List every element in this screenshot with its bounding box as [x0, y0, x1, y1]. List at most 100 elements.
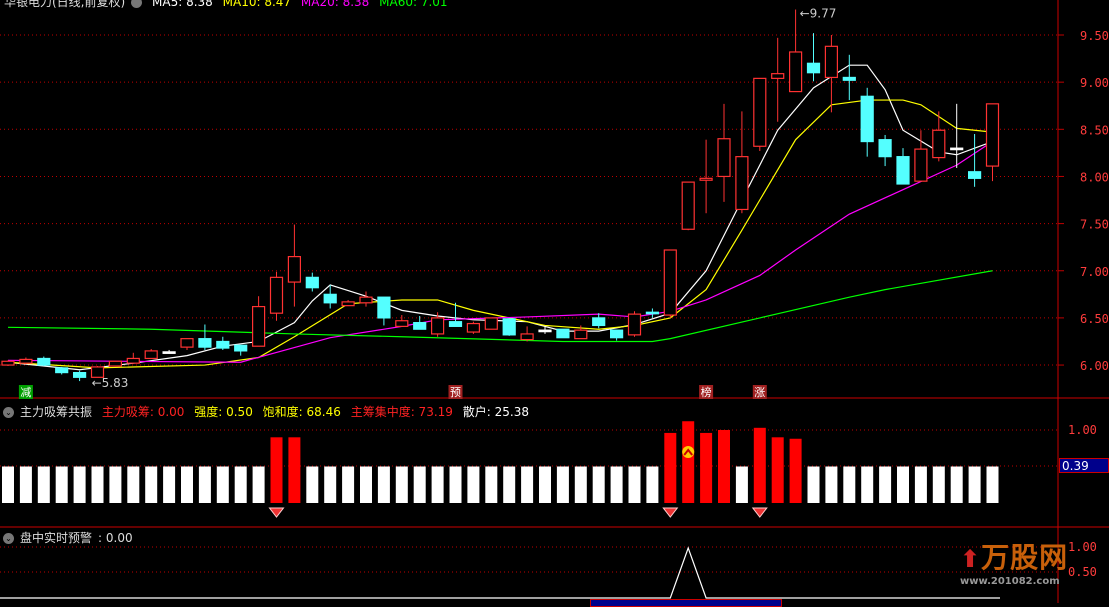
- candle: [1, 360, 15, 366]
- ma60-line: [7, 270, 993, 343]
- signal-marker: [752, 385, 767, 399]
- indicator-bar: [718, 430, 730, 503]
- candle: [914, 148, 928, 182]
- indicator-bar: [270, 437, 283, 503]
- gem-icon: [662, 507, 679, 518]
- ma10-line: [7, 99, 993, 369]
- candle: [269, 276, 284, 314]
- price-tick-label: 8.00: [1080, 170, 1109, 184]
- indicator-bar: [234, 466, 247, 503]
- indicator-bar: [646, 466, 659, 503]
- panel2-header: ⌄ 盘中实时预警: 0.00: [3, 529, 139, 546]
- panel1-axis-1: 1.00: [1068, 423, 1097, 437]
- candle: [72, 371, 87, 378]
- panel1-header: ⌄ 主力吸筹共振 主力吸筹: 0.00 强度: 0.50 饱和度: 68.46 主…: [3, 403, 535, 420]
- indicator-bar: [377, 466, 390, 503]
- candle: [126, 357, 140, 364]
- status-box: [590, 599, 782, 607]
- ma20-label: MA20: 8.38: [300, 0, 370, 9]
- candle: [967, 171, 982, 179]
- candle: [574, 329, 588, 340]
- indicator-bar: [556, 466, 569, 503]
- signal-marker-label: 涨: [754, 386, 765, 399]
- up-arrow-glyph: [683, 448, 693, 456]
- panel2-axis-1: 1.00: [1068, 540, 1097, 554]
- ma10-label: MA10: 8.47: [222, 0, 292, 9]
- indicator-bar: [109, 466, 122, 503]
- ma60-label: MA60: 7.01: [379, 0, 448, 9]
- indicator-bar: [198, 466, 211, 503]
- indicator-bar: [807, 466, 820, 503]
- price-tick-label: 9.00: [1080, 76, 1109, 90]
- candle: [55, 367, 69, 374]
- strength-value: 强度: 0.50: [194, 405, 253, 419]
- saturation-value: 饱和度: 68.46: [262, 405, 341, 419]
- candle: [37, 357, 51, 366]
- retail-value: 散户: 25.38: [462, 405, 529, 419]
- indicator-bar: [324, 466, 337, 503]
- indicator-bar: [145, 466, 158, 503]
- indicator-bar: [664, 432, 677, 503]
- up-arrow-icon: [682, 446, 695, 458]
- candle: [824, 45, 839, 79]
- indicator-bar: [216, 466, 229, 503]
- candle: [431, 317, 445, 335]
- alert-line: [0, 546, 1000, 599]
- price-tick-label: 7.00: [1080, 265, 1109, 279]
- indicator-bar: [914, 466, 927, 503]
- indicator-bar: [342, 466, 355, 503]
- panel2-axis-2: 0.50: [1068, 565, 1097, 579]
- collapse-chevron-icon[interactable]: ⌄: [3, 533, 14, 544]
- candle: [287, 256, 301, 283]
- signal-marker: [699, 385, 714, 399]
- signal-marker: [18, 385, 33, 399]
- candle: [162, 351, 176, 354]
- indicator-bar: [753, 427, 766, 503]
- candle: [663, 249, 677, 316]
- price-tick-label: 9.50: [1080, 29, 1109, 43]
- indicator-bar: [771, 437, 784, 503]
- candle: [323, 293, 337, 304]
- indicator-bar: [932, 466, 945, 503]
- candle: [448, 321, 463, 327]
- panel2-title: 盘中实时预警: [20, 531, 93, 545]
- collapse-chevron-icon[interactable]: ⌄: [3, 407, 14, 418]
- candle: [735, 156, 749, 211]
- indicator-bar: [413, 466, 426, 503]
- candle: [305, 276, 319, 289]
- indicator-bar: [252, 466, 265, 503]
- candle: [717, 138, 731, 178]
- candle: [645, 311, 660, 315]
- candle: [377, 296, 391, 319]
- settings-circle-icon[interactable]: [131, 0, 143, 8]
- candle: [609, 329, 624, 339]
- indicator-bar: [2, 466, 14, 503]
- main-header: 华银电力(日线,前复权) MA5: 8.38 MA10: 8.47 MA20: …: [4, 0, 454, 10]
- candle: [19, 358, 33, 364]
- candle: [144, 350, 158, 360]
- candle: [520, 333, 534, 341]
- indicator-bar: [682, 421, 695, 503]
- indicator-bar: [735, 466, 748, 503]
- indicator-bar: [181, 466, 193, 503]
- candle: [216, 340, 230, 349]
- indicator-bar: [789, 438, 802, 503]
- ma5-label: MA5: 8.38: [152, 0, 213, 9]
- candle: [359, 296, 373, 304]
- indicator-bar: [592, 466, 605, 503]
- indicator-bar: [700, 432, 713, 503]
- candle: [556, 328, 570, 339]
- candle: [806, 62, 821, 74]
- stock-title: 华银电力(日线,前复权): [4, 0, 126, 9]
- price-tick-label: 8.50: [1080, 123, 1109, 137]
- candle: [538, 329, 552, 333]
- candle: [878, 139, 892, 158]
- indicator-bar: [360, 466, 372, 503]
- indicator-bar: [163, 466, 176, 503]
- indicator-bar: [574, 466, 587, 503]
- candle: [341, 301, 355, 307]
- candle: [842, 76, 856, 81]
- indicator-bar: [91, 466, 104, 503]
- current-value-badge: 0.39: [1059, 458, 1109, 473]
